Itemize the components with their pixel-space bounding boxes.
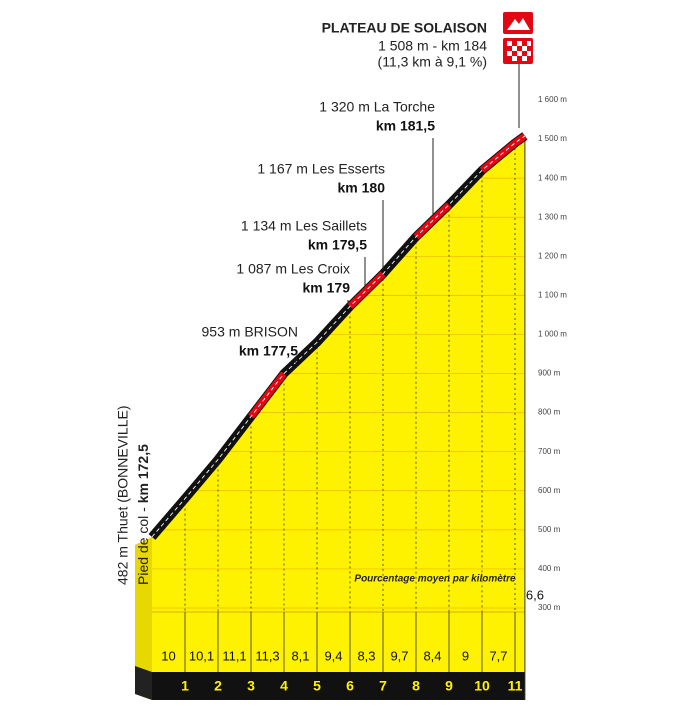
y-tick-label: 1 100 m	[538, 290, 567, 299]
km-label: 9	[445, 678, 453, 694]
gradient-label: 8,1	[291, 648, 309, 663]
km-label: 1	[181, 678, 189, 694]
km-label: 11	[508, 678, 523, 694]
km-label: 4	[280, 678, 288, 694]
gradient-label: 9,4	[324, 648, 342, 663]
waypoint-label: 953 m BRISON	[202, 324, 298, 340]
gradient-label: 11,3	[255, 648, 279, 663]
summit-stats: (11,3 km à 9,1 %)	[378, 54, 487, 70]
gradient-label: 9,7	[390, 648, 408, 663]
waypoint-km: km 180	[338, 180, 386, 196]
base-band	[152, 672, 525, 700]
waypoint-label: 1 134 m Les Saillets	[241, 218, 367, 234]
waypoint-label: 1 087 m Les Croix	[236, 261, 350, 277]
km-label: 5	[313, 678, 321, 694]
side-base	[135, 666, 152, 700]
gradient-label: 10,1	[189, 648, 214, 663]
gradient-label: 10	[161, 648, 175, 663]
y-tick-label: 800 m	[538, 408, 561, 417]
y-tick-label: 700 m	[538, 447, 561, 456]
road-segment	[479, 140, 518, 174]
y-tick-label: 600 m	[538, 486, 561, 495]
km-label: 8	[412, 678, 420, 694]
km-label: 7	[379, 678, 387, 694]
start-prefix: Pied de col -	[135, 503, 151, 585]
waypoint-label: 1 320 m La Torche	[319, 99, 435, 115]
road-line	[151, 135, 526, 538]
annotation: Pourcentage moyen par kilomètre	[354, 574, 516, 585]
y-tick-label: 300 m	[538, 603, 561, 612]
gradient-label: 11,1	[222, 648, 246, 663]
waypoint-km: km 177,5	[239, 343, 298, 359]
waypoint-km: km 179	[303, 280, 351, 296]
y-tick-label: 1 200 m	[538, 251, 567, 260]
waypoint-label: 1 167 m Les Esserts	[257, 161, 385, 177]
area	[152, 135, 525, 672]
gradient-label: 8,4	[423, 648, 441, 663]
y-tick-label: 1 300 m	[538, 212, 567, 221]
y-tick-label: 1 600 m	[538, 95, 567, 104]
km-label: 6	[346, 678, 354, 694]
summit-title: PLATEAU DE SOLAISON	[322, 20, 487, 36]
y-tick-label: 1 500 m	[538, 134, 567, 143]
y-tick-label: 1 400 m	[538, 173, 567, 182]
km-label: 3	[247, 678, 255, 694]
waypoint-km: km 181,5	[376, 118, 435, 134]
summit-altitude: 1 508 m - km 184	[378, 38, 487, 54]
gradient-label: 7,7	[489, 648, 507, 663]
y-tick-label: 400 m	[538, 564, 561, 573]
y-tick-label: 500 m	[538, 525, 561, 534]
start-km: km 172,5	[135, 444, 151, 503]
gradient-label: 6,6	[526, 587, 544, 602]
y-tick-label: 1 000 m	[538, 330, 567, 339]
start-km-line: Pied de col - km 172,5	[135, 444, 151, 585]
summit-icons	[503, 12, 533, 128]
y-tick-label: 900 m	[538, 369, 561, 378]
side-face	[135, 536, 152, 700]
gradient-label: 9	[462, 648, 469, 663]
waypoint-km: km 179,5	[308, 237, 367, 253]
km-label: 2	[214, 678, 222, 694]
gradient-label: 8,3	[357, 648, 375, 663]
road-segment	[347, 271, 386, 309]
start-label: 482 m Thuet (BONNEVILLE)	[115, 406, 131, 585]
km-label: 10	[474, 678, 490, 694]
